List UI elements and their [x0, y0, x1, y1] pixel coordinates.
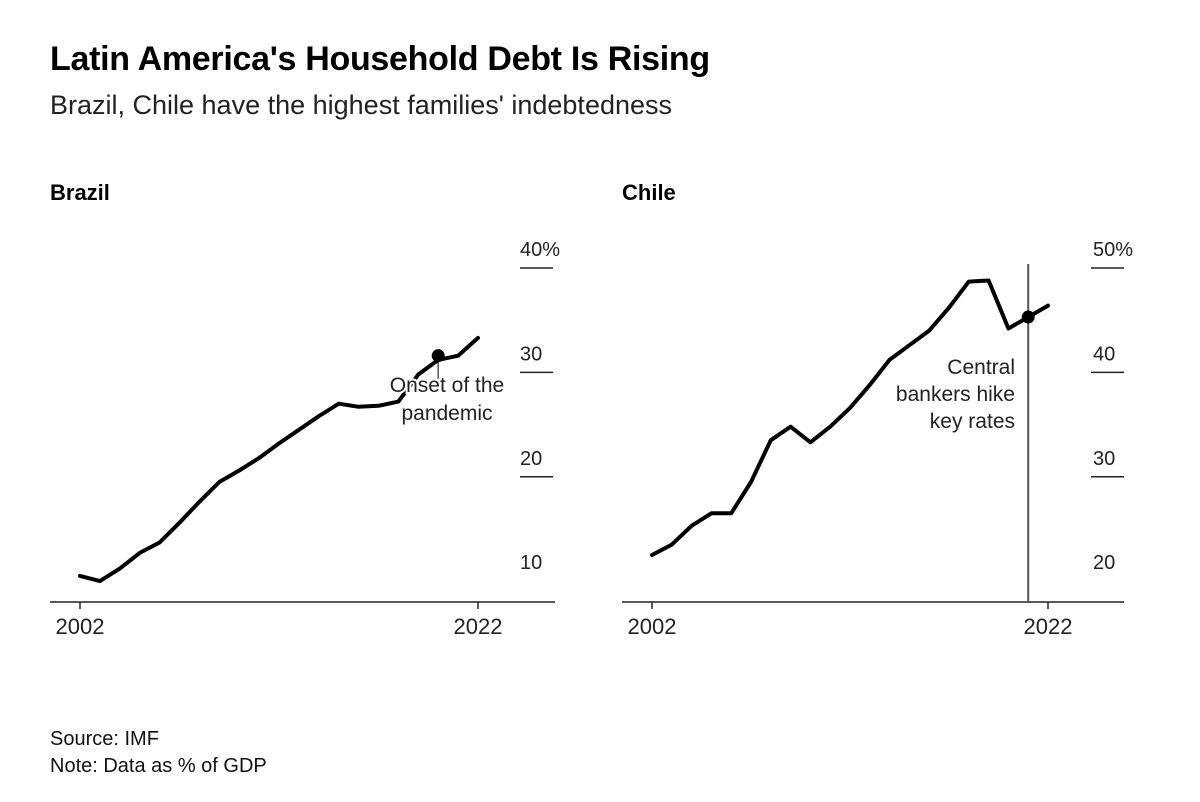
chile-y-tick-label: 40 [1093, 343, 1115, 365]
chile-annotation-text: bankers hike [896, 383, 1015, 406]
chart-title: Latin America's Household Debt Is Rising [50, 40, 710, 78]
chile-panel-title: Chile [622, 180, 676, 205]
brazil-panel-title: Brazil [50, 180, 110, 205]
brazil-y-tick-label: 40% [520, 239, 560, 261]
brazil-x-tick-label: 2002 [56, 614, 105, 639]
chile-y-tick-label: 50% [1093, 239, 1133, 261]
chile-annotation-text: Central [947, 356, 1015, 379]
chile-y-tick-label: 20 [1093, 552, 1115, 574]
brazil-series-line [78, 335, 480, 584]
chile-series-line [650, 278, 1050, 557]
brazil-annotation-text: Onset of the [390, 374, 504, 397]
brazil-x-tick-label: 2022 [454, 614, 503, 639]
brazil-y-tick-label: 10 [520, 552, 542, 574]
chart-subtitle: Brazil, Chile have the highest families'… [50, 90, 673, 120]
chile-x-tick-label: 2022 [1024, 614, 1073, 639]
chile-annotation-point [1021, 310, 1035, 324]
brazil-y-tick-label: 30 [520, 343, 542, 365]
chile-x-tick-label: 2002 [628, 614, 677, 639]
brazil-annotation-text: pandemic [401, 402, 492, 425]
brazil-annotation-point [431, 349, 445, 363]
chile-annotation-text: key rates [930, 410, 1015, 433]
brazil-y-tick-label: 20 [520, 448, 542, 470]
data-note: Note: Data as % of GDP [50, 755, 267, 777]
source-note: Source: IMF [50, 728, 159, 750]
chile-y-tick-label: 30 [1093, 448, 1115, 470]
